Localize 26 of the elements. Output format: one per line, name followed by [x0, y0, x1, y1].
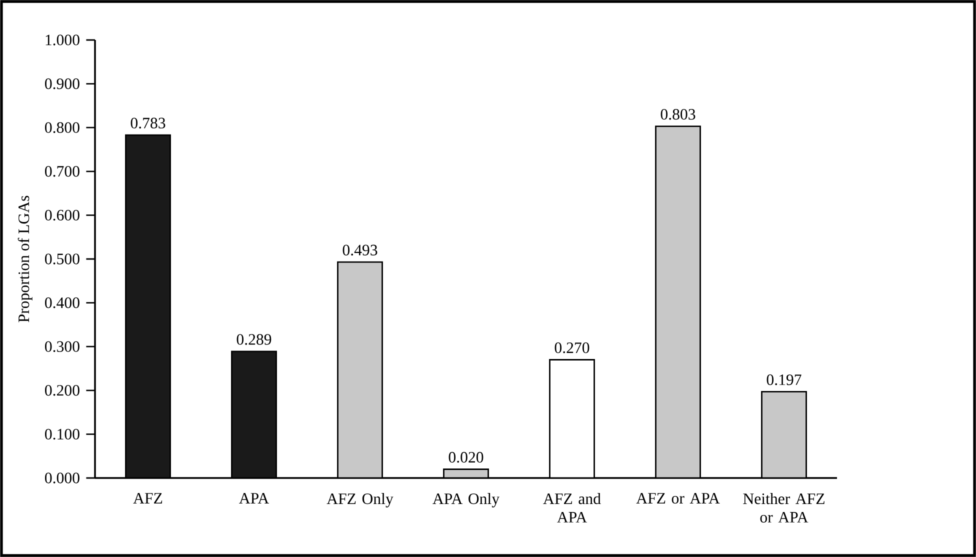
y-axis-title: Proportion of LGAs	[18, 196, 32, 322]
x-tick-label: APA Only	[432, 493, 500, 508]
y-tick-label: 0.000	[45, 472, 80, 484]
x-tick-label: AFZ or APA	[636, 492, 720, 504]
y-tick-label: 0.700	[45, 166, 80, 177]
data-label: 0.803	[660, 108, 696, 120]
y-tick-label: 0.200	[45, 385, 80, 396]
y-tick-label: 1.000	[46, 34, 80, 46]
x-tick-label: APA	[239, 492, 269, 504]
y-tick-label: 0.800	[45, 122, 80, 133]
x-tick-label: Neither AFZ or APA	[743, 493, 824, 523]
y-tick-label: 0.500	[45, 254, 80, 264]
data-label: 0.493	[342, 244, 378, 256]
y-tick-label: 0.300	[45, 341, 80, 352]
y-tick-label: 0.600	[45, 210, 80, 221]
data-label: 0.289	[236, 334, 272, 345]
x-tick-label: AFZ	[133, 492, 162, 504]
data-label: 0.197	[766, 374, 802, 386]
data-label: 0.783	[130, 118, 166, 128]
y-tick-label: 0.400	[45, 297, 80, 308]
x-tick-label: AFZ Only	[326, 493, 394, 508]
data-label: 0.270	[554, 342, 590, 354]
data-label: 0.020	[448, 452, 484, 463]
x-tick-label: AFZ and APA	[543, 493, 601, 522]
y-tick-label: 0.900	[45, 78, 80, 90]
y-tick-label: 0.100	[45, 428, 80, 440]
